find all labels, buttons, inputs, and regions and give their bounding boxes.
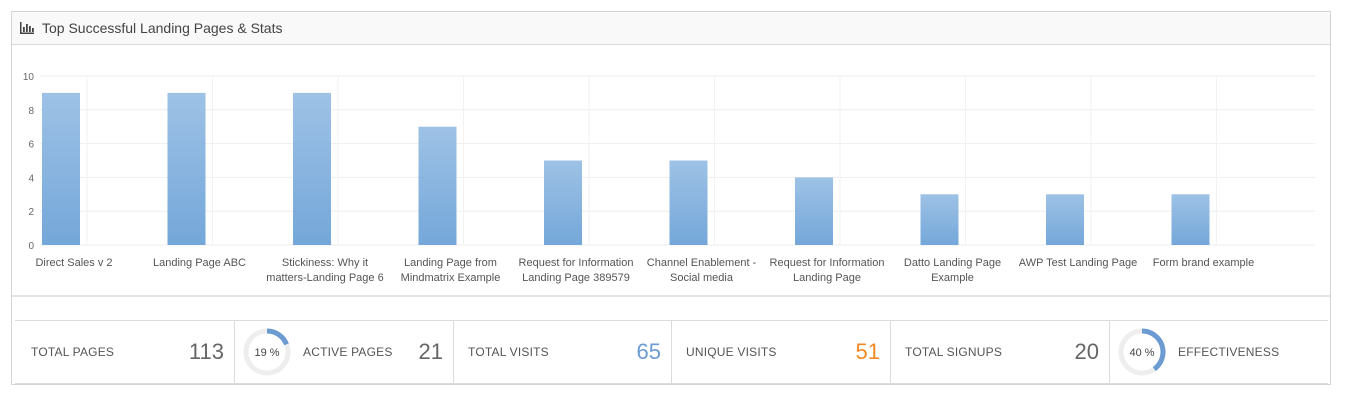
- stat-label: EFFECTIVENESS: [1178, 345, 1280, 359]
- stat-label: TOTAL PAGES: [31, 345, 115, 359]
- stat-total-pages: TOTAL PAGES 113: [15, 321, 235, 383]
- bar[interactable]: [795, 177, 833, 245]
- x-tick-label: Channel Enablement -: [647, 257, 757, 269]
- x-tick-label: Form brand example: [1153, 257, 1255, 269]
- x-tick-label: Landing Page: [793, 272, 861, 284]
- stat-total-signups: TOTAL SIGNUPS 20: [891, 321, 1110, 383]
- bar[interactable]: [1171, 194, 1210, 245]
- y-tick-label: 8: [28, 106, 34, 117]
- active-pages-percent: 19 %: [254, 347, 279, 359]
- bar[interactable]: [42, 92, 80, 246]
- y-tick-label: 0: [28, 241, 34, 252]
- x-tick-label: Direct Sales v 2: [35, 257, 112, 269]
- y-tick-label: 6: [28, 140, 34, 151]
- stat-label: ACTIVE PAGES: [303, 345, 393, 359]
- stat-value: 51: [855, 339, 880, 364]
- bar[interactable]: [920, 194, 959, 245]
- stat-unique-visits: UNIQUE VISITS 51: [672, 321, 891, 383]
- bar[interactable]: [418, 126, 457, 245]
- stat-value: 20: [1074, 339, 1099, 364]
- section-divider: [12, 295, 1330, 297]
- stat-label: TOTAL VISITS: [468, 345, 549, 359]
- active-pages-progress-ring: 19 %: [243, 328, 291, 376]
- bar[interactable]: [544, 160, 582, 246]
- landing-pages-panel: Top Successful Landing Pages & Stats 0 2 4…: [11, 11, 1331, 385]
- x-tick-label: Stickiness: Why it: [282, 257, 368, 269]
- stat-effectiveness: 40 % EFFECTIVENESS: [1110, 321, 1328, 383]
- y-tick-label: 2: [28, 207, 34, 218]
- stat-total-visits: TOTAL VISITS 65: [454, 321, 672, 383]
- x-tick-label: Datto Landing Page: [904, 257, 1001, 269]
- x-tick-label: Landing Page from: [404, 257, 497, 269]
- x-tick-label: Request for Information: [519, 257, 634, 269]
- x-tick-label: AWP Test Landing Page: [1019, 257, 1137, 269]
- stat-active-pages: 19 % ACTIVE PAGES 21: [235, 321, 454, 383]
- bar-chart: 0 2 4 6 8 10 Direct Sales v 2 Landing Page ABC S…: [12, 46, 1330, 296]
- effectiveness-percent: 40 %: [1129, 347, 1154, 359]
- stats-bar: TOTAL PAGES 113 19 % ACTIVE PAGES 21 TOT…: [15, 320, 1328, 384]
- stat-value: 21: [418, 339, 443, 364]
- bar[interactable]: [669, 160, 708, 246]
- panel-header: Top Successful Landing Pages & Stats: [12, 12, 1330, 45]
- bar[interactable]: [167, 92, 206, 246]
- stat-value: 65: [636, 339, 661, 364]
- stat-value: 113: [188, 339, 224, 364]
- bar[interactable]: [293, 92, 331, 246]
- x-tick-label: Example: [931, 272, 974, 284]
- bar[interactable]: [1046, 194, 1084, 245]
- x-tick-label: Social media: [670, 272, 734, 284]
- stat-label: UNIQUE VISITS: [686, 345, 777, 359]
- y-tick-label: 4: [28, 173, 34, 184]
- x-tick-label: Landing Page ABC: [153, 257, 246, 269]
- bar-chart-svg: 0 2 4 6 8 10 Direct Sales v 2 Landing Page ABC S…: [23, 72, 1315, 284]
- effectiveness-progress-ring: 40 %: [1118, 328, 1166, 376]
- y-tick-label: 10: [23, 72, 35, 83]
- x-tick-label: Landing Page 389579: [522, 272, 630, 284]
- x-tick-label: Mindmatrix Example: [401, 272, 501, 284]
- bar-chart-icon: [20, 22, 34, 34]
- stat-label: TOTAL SIGNUPS: [905, 345, 1003, 359]
- x-tick-label: matters-Landing Page 6: [266, 272, 383, 284]
- panel-title: Top Successful Landing Pages & Stats: [42, 20, 283, 36]
- x-tick-label: Request for Information: [770, 257, 885, 269]
